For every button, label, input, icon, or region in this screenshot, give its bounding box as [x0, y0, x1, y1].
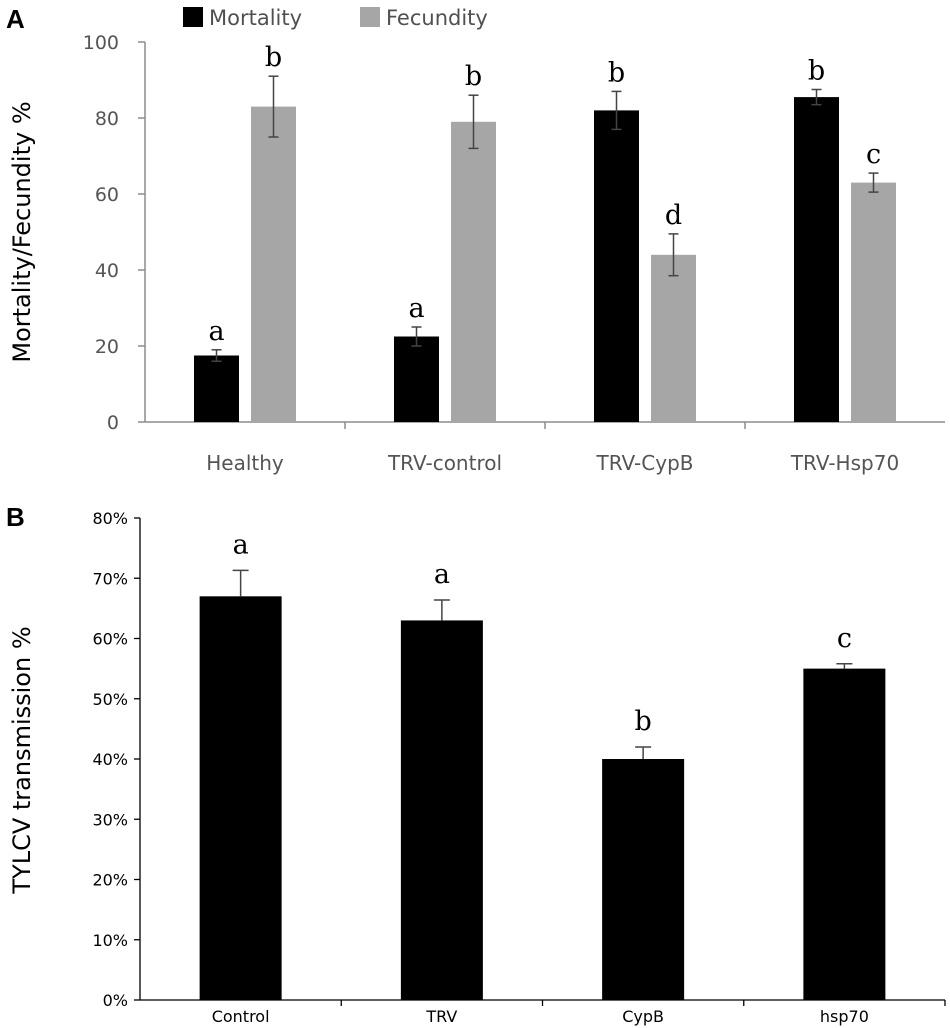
labels-a: Healthy a b TRV-control a b TRV-CypB b d TRV-Hsp7…	[206, 42, 899, 475]
panel-label-b: B	[6, 502, 25, 532]
significance-letter: a	[408, 293, 424, 324]
y-tick-label-b: 40%	[92, 750, 128, 769]
bar-transmission	[602, 759, 685, 1000]
y-tick-label-a: 20	[95, 336, 119, 358]
bar-mortality	[194, 355, 239, 422]
significance-letter: c	[837, 623, 852, 654]
bar-transmission	[199, 596, 282, 1000]
legend-swatch-mortality	[183, 7, 203, 27]
bar-fecundity	[851, 182, 896, 422]
category-label-b: TRV	[425, 1007, 457, 1026]
y-axis-label-b: TYLCV transmission %	[8, 626, 36, 894]
category-label-a: TRV-Hsp70	[790, 451, 899, 475]
significance-letter: b	[265, 42, 282, 73]
y-tick-label-b: 10%	[92, 931, 128, 950]
y-tick-label-b: 60%	[92, 630, 128, 649]
bar-transmission	[803, 668, 886, 1000]
significance-letter: b	[808, 56, 825, 87]
bars-a	[194, 75, 896, 423]
bar-mortality	[394, 336, 439, 422]
bar-mortality	[594, 110, 639, 423]
significance-letter: b	[634, 706, 651, 737]
significance-letter: a	[208, 316, 224, 347]
y-tick-label-b: 80%	[92, 509, 128, 528]
legend-label-fecundity: Fecundity	[386, 6, 488, 30]
bar-fecundity	[451, 121, 496, 423]
category-label-b: Control	[212, 1007, 270, 1026]
category-label-b: hsp70	[820, 1007, 869, 1026]
y-tick-label-a: 80	[95, 108, 119, 130]
y-tick-label-a: 100	[83, 32, 119, 54]
labels-b: Control a TRV a CypB b hsp70 c	[212, 529, 869, 1026]
significance-letter: b	[465, 61, 482, 92]
panel-label-a: A	[6, 4, 25, 34]
legend-label-mortality: Mortality	[209, 6, 302, 30]
y-tick-label-b: 20%	[92, 871, 128, 890]
y-tick-label-b: 70%	[92, 569, 128, 588]
significance-letter: b	[608, 57, 625, 88]
bar-transmission	[400, 620, 483, 1000]
category-label-a: Healthy	[206, 451, 284, 475]
y-tick-label-a: 0	[107, 412, 119, 434]
significance-letter: c	[866, 139, 881, 170]
legend-swatch-fecundity	[360, 7, 380, 27]
significance-letter: a	[434, 559, 450, 590]
category-label-a: TRV-CypB	[596, 451, 694, 475]
significance-letter: a	[233, 529, 249, 560]
y-tick-label-a: 60	[95, 184, 119, 206]
bar-mortality	[794, 97, 839, 422]
significance-letter: d	[665, 200, 682, 231]
y-axis-label-a: Mortality/Fecundity %	[8, 101, 36, 362]
bars-b	[199, 569, 886, 1000]
y-tick-label-b: 50%	[92, 690, 128, 709]
y-tick-label-b: 30%	[92, 810, 128, 829]
y-tick-label-b: 0%	[103, 991, 128, 1010]
bar-fecundity	[251, 106, 296, 422]
category-label-a: TRV-control	[387, 451, 502, 475]
bar-fecundity	[651, 254, 696, 422]
y-tick-label-a: 40	[95, 260, 119, 282]
category-label-b: CypB	[622, 1007, 664, 1026]
